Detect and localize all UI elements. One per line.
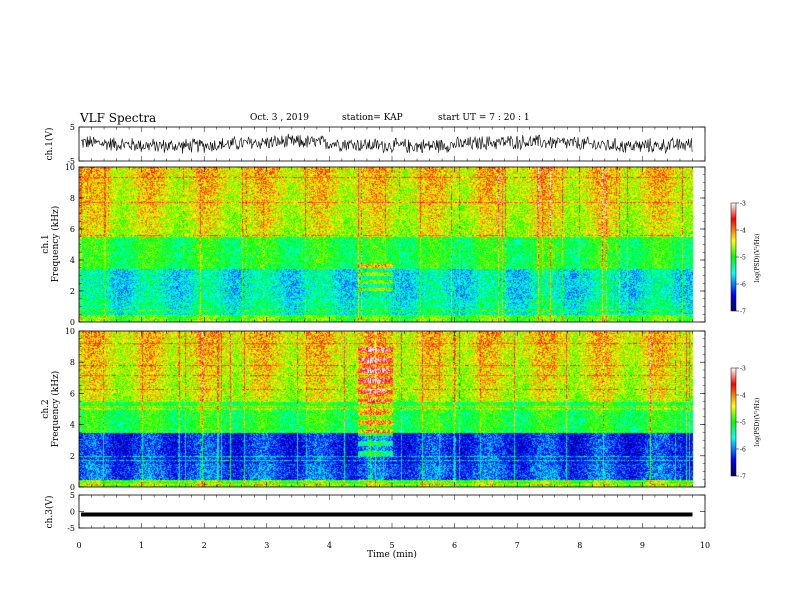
header-station: station= KAP: [342, 113, 403, 123]
ch1-colorbar-label: log(PSD)(V²/Hz): [754, 234, 761, 283]
x-tick-label: 8: [577, 541, 582, 550]
y-tick-label: 0: [70, 508, 75, 517]
colorbar-tick-label: -7: [740, 309, 746, 316]
ch1-spectrogram-ylabel-frequency: Frequency (kHz): [50, 206, 61, 283]
ch2-colorbar-gradient: [730, 367, 737, 477]
y-tick-label: 6: [70, 225, 75, 234]
ch2-spectrogram-ylabel-frequency: Frequency (kHz): [50, 371, 61, 448]
colorbar-tick-label: -6: [740, 447, 746, 454]
x-tick-label: 7: [515, 541, 520, 550]
y-tick-label: 4: [70, 256, 75, 265]
x-tick-label: 2: [202, 541, 207, 550]
y-tick-label: -5: [67, 157, 75, 166]
y-tick-label: 0: [70, 483, 75, 492]
colorbar-tick-label: -4: [740, 228, 746, 235]
ch1-colorbar: log(PSD)(V²/Hz): [730, 202, 761, 312]
y-tick-label: 8: [70, 358, 75, 367]
y-tick-label: 8: [70, 194, 75, 203]
colorbar-tick-label: -6: [740, 282, 746, 289]
x-tick-label: 5: [389, 541, 394, 550]
y-tick-label: 4: [70, 421, 75, 430]
ch1-waveform-trace: [80, 133, 693, 154]
ch1-waveform-frame: [78, 126, 706, 162]
ch2-spectrogram-panel: [78, 330, 706, 488]
colorbar-tick-label: -5: [740, 255, 746, 262]
x-tick-label: 1: [139, 541, 144, 550]
y-tick-label: 2: [70, 452, 75, 461]
ch1-spectrogram-heatmap: [79, 167, 705, 322]
colorbar-tick-label: -5: [740, 420, 746, 427]
ch1-spectrogram-panel: [78, 166, 706, 323]
ch1-colorbar-gradient: [730, 202, 737, 312]
y-tick-label: 0: [70, 318, 75, 327]
ch1-spectrogram-ylabel-channel: ch.1: [41, 234, 51, 253]
header-start-time: start UT = 7 : 20 : 1: [438, 113, 530, 123]
chart-title: VLF Spectra: [80, 111, 157, 125]
colorbar-tick-label: -3: [740, 201, 746, 208]
y-tick-label: 2: [70, 287, 75, 296]
colorbar-tick-label: -3: [740, 366, 746, 373]
colorbar-tick-label: -4: [740, 393, 746, 400]
ch2-colorbar: log(PSD)(V²/Hz): [730, 367, 761, 477]
x-tick-label: 10: [700, 541, 710, 550]
ch1-waveform-panel: [78, 126, 706, 162]
ch2-spectrogram-heatmap: [79, 331, 705, 487]
x-tick-label: 9: [640, 541, 645, 550]
x-tick-label: 3: [264, 541, 269, 550]
y-tick-label: 5: [70, 491, 75, 500]
x-tick-label: 6: [452, 541, 457, 550]
x-tick-label: 4: [327, 541, 332, 550]
y-tick-label: 10: [65, 163, 75, 172]
x-tick-label: 0: [76, 541, 81, 550]
y-tick-label: -5: [67, 524, 75, 533]
colorbar-tick-label: -7: [740, 474, 746, 481]
y-tick-label: 5: [70, 123, 75, 132]
header-date: Oct. 3 , 2019: [250, 113, 309, 123]
y-tick-label: 10: [65, 327, 75, 336]
ch3-waveform-ylabel: ch.3(V): [44, 496, 55, 529]
ch2-colorbar-label: log(PSD)(V²/Hz): [754, 398, 761, 447]
ch1-waveform-ylabel: ch.1(V): [44, 128, 55, 161]
x-axis-label: Time (min): [367, 549, 417, 560]
ch2-spectrogram-ylabel-channel: ch.2: [41, 399, 51, 418]
y-tick-label: 6: [70, 389, 75, 398]
